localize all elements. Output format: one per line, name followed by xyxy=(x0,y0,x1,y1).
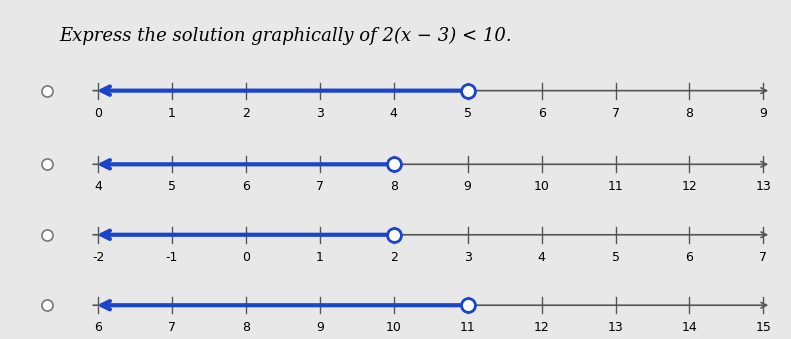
Text: 4: 4 xyxy=(94,180,102,193)
Text: 5: 5 xyxy=(168,180,176,193)
Text: 8: 8 xyxy=(390,180,398,193)
Text: 10: 10 xyxy=(534,180,550,193)
Text: 8: 8 xyxy=(686,107,694,120)
Text: 13: 13 xyxy=(755,180,771,193)
Text: 8: 8 xyxy=(242,321,250,334)
Text: -1: -1 xyxy=(166,251,178,264)
Text: 14: 14 xyxy=(682,321,698,334)
Text: 3: 3 xyxy=(316,107,324,120)
Text: 7: 7 xyxy=(611,107,619,120)
Text: 5: 5 xyxy=(464,107,471,120)
Text: 1: 1 xyxy=(168,107,176,120)
Text: 4: 4 xyxy=(538,251,546,264)
Text: 7: 7 xyxy=(759,251,767,264)
Text: 15: 15 xyxy=(755,321,771,334)
Text: 7: 7 xyxy=(168,321,176,334)
Text: 13: 13 xyxy=(607,321,623,334)
Text: 7: 7 xyxy=(316,180,324,193)
Text: 4: 4 xyxy=(390,107,398,120)
Text: 6: 6 xyxy=(538,107,546,120)
Text: 3: 3 xyxy=(464,251,471,264)
Text: 11: 11 xyxy=(607,180,623,193)
Text: 12: 12 xyxy=(682,180,698,193)
Text: 9: 9 xyxy=(759,107,767,120)
Text: 12: 12 xyxy=(534,321,550,334)
Text: -2: -2 xyxy=(92,251,104,264)
Text: 0: 0 xyxy=(242,251,250,264)
Text: Express the solution graphically of 2(x − 3) < 10.: Express the solution graphically of 2(x … xyxy=(59,26,512,45)
Text: 10: 10 xyxy=(386,321,402,334)
Text: 2: 2 xyxy=(390,251,398,264)
Text: 9: 9 xyxy=(464,180,471,193)
Text: 6: 6 xyxy=(94,321,102,334)
Text: 6: 6 xyxy=(686,251,694,264)
Text: 2: 2 xyxy=(242,107,250,120)
Text: 1: 1 xyxy=(316,251,324,264)
Text: 6: 6 xyxy=(242,180,250,193)
Text: 5: 5 xyxy=(611,251,619,264)
Text: 9: 9 xyxy=(316,321,324,334)
Text: 0: 0 xyxy=(94,107,102,120)
Text: 11: 11 xyxy=(460,321,475,334)
